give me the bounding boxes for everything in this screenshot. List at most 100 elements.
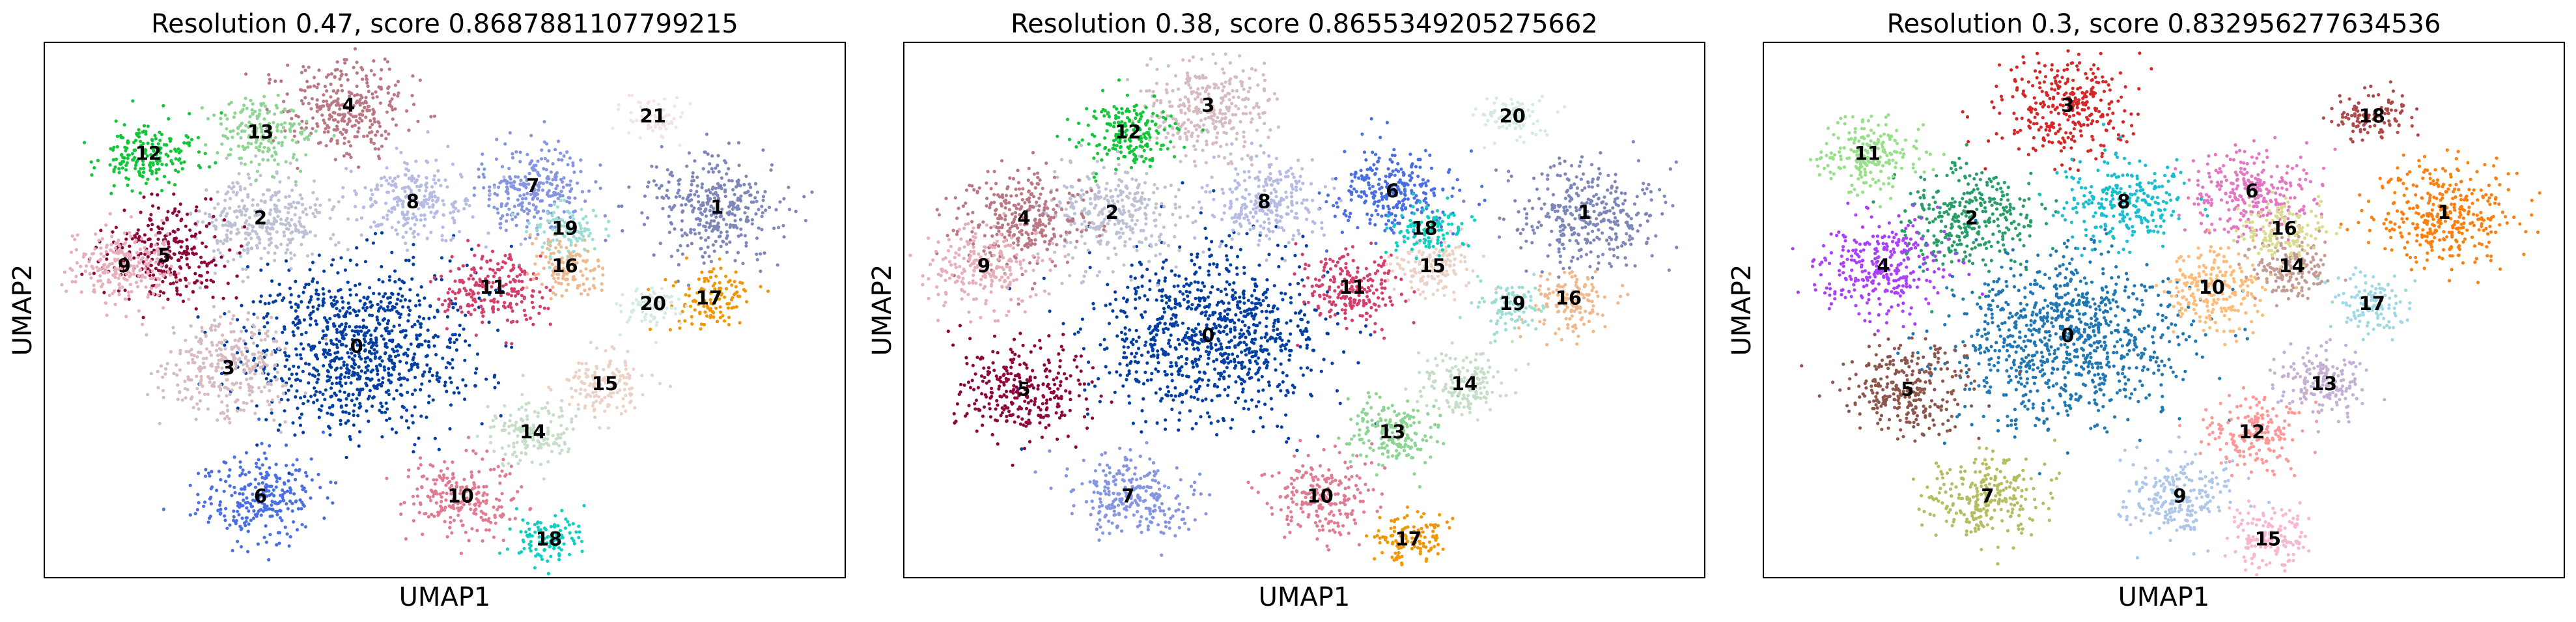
scatter-point xyxy=(195,205,199,209)
scatter-point xyxy=(278,509,282,513)
scatter-point xyxy=(524,182,527,186)
scatter-point xyxy=(322,516,326,520)
scatter-point xyxy=(328,433,332,437)
scatter-point xyxy=(678,194,682,198)
scatter-point xyxy=(706,194,710,198)
scatter-point xyxy=(349,156,353,160)
scatter-point xyxy=(401,205,405,209)
scatter-point xyxy=(365,331,369,335)
scatter-point xyxy=(194,307,198,311)
scatter-point xyxy=(146,393,150,397)
scatter-point xyxy=(368,125,372,130)
scatter-point xyxy=(425,202,429,206)
scatter-point xyxy=(201,361,206,365)
scatter-point xyxy=(769,168,773,172)
scatter-point xyxy=(409,188,413,192)
scatter-point xyxy=(343,328,346,332)
scatter-point xyxy=(376,369,380,373)
scatter-point xyxy=(432,174,436,178)
scatter-point xyxy=(480,257,484,261)
scatter-point xyxy=(283,205,287,209)
scatter-point xyxy=(492,505,496,509)
scatter-point xyxy=(316,82,320,86)
scatter-point xyxy=(561,269,565,273)
scatter-point xyxy=(210,343,214,347)
scatter-point xyxy=(520,300,524,304)
scatter-point xyxy=(110,234,114,238)
scatter-point xyxy=(283,108,287,112)
scatter-point xyxy=(206,392,210,397)
scatter-point xyxy=(411,494,415,498)
scatter-point xyxy=(557,558,561,561)
scatter-point xyxy=(237,513,241,516)
scatter-point xyxy=(487,516,491,520)
scatter-point xyxy=(311,309,315,313)
scatter-point xyxy=(402,216,407,220)
scatter-point xyxy=(296,315,300,319)
scatter-point xyxy=(467,277,471,281)
scatter-point xyxy=(159,364,163,368)
scatter-point xyxy=(214,324,217,328)
scatter-point xyxy=(700,186,704,190)
scatter-point xyxy=(171,326,175,330)
scatter-point xyxy=(264,457,268,460)
scatter-point xyxy=(300,203,305,206)
scatter-point xyxy=(146,177,150,181)
cluster-7-points xyxy=(472,120,608,267)
scatter-point xyxy=(551,291,555,295)
scatter-point xyxy=(404,351,408,355)
scatter-point xyxy=(250,389,254,393)
scatter-point xyxy=(676,248,680,253)
scatter-point xyxy=(437,512,441,516)
scatter-point xyxy=(327,378,331,382)
scatter-point xyxy=(133,163,138,167)
scatter-point xyxy=(573,196,577,200)
scatter-point xyxy=(684,256,688,260)
scatter-point xyxy=(313,234,317,238)
scatter-point xyxy=(197,265,201,269)
scatter-point xyxy=(528,316,533,320)
scatter-point xyxy=(704,229,708,233)
scatter-point xyxy=(273,375,277,379)
scatter-point xyxy=(774,208,778,212)
scatter-point xyxy=(479,279,483,283)
scatter-point xyxy=(434,333,438,337)
scatter-point xyxy=(342,154,346,158)
scatter-point xyxy=(260,481,264,485)
scatter-point xyxy=(598,163,602,167)
scatter-point xyxy=(361,78,365,81)
scatter-point xyxy=(115,134,120,138)
scatter-point xyxy=(499,205,503,208)
scatter-point xyxy=(120,166,124,170)
scatter-point xyxy=(443,178,447,182)
scatter-point xyxy=(492,425,496,429)
scatter-point xyxy=(216,248,220,252)
scatter-point xyxy=(328,289,331,293)
scatter-point xyxy=(344,73,348,77)
scatter-point xyxy=(399,392,402,396)
scatter-point xyxy=(379,300,383,304)
scatter-point xyxy=(153,134,157,137)
scatter-point xyxy=(216,151,219,155)
scatter-point xyxy=(108,163,112,167)
scatter-point xyxy=(750,222,754,226)
scatter-point xyxy=(180,398,184,402)
scatter-point xyxy=(94,232,98,236)
scatter-point xyxy=(690,242,693,246)
scatter-point xyxy=(725,223,729,227)
scatter-point xyxy=(70,234,74,238)
scatter-point xyxy=(399,330,403,334)
scatter-point xyxy=(404,361,409,365)
scatter-point xyxy=(385,418,389,422)
scatter-point xyxy=(349,102,353,106)
scatter-point xyxy=(285,502,288,506)
scatter-point xyxy=(444,498,448,502)
scatter-point xyxy=(546,426,550,430)
scatter-point xyxy=(210,260,214,264)
scatter-point xyxy=(111,158,115,162)
scatter-point xyxy=(197,501,201,505)
scatter-point xyxy=(320,336,325,340)
scatter-point xyxy=(108,212,112,216)
scatter-point xyxy=(326,370,330,374)
scatter-point xyxy=(210,220,214,224)
